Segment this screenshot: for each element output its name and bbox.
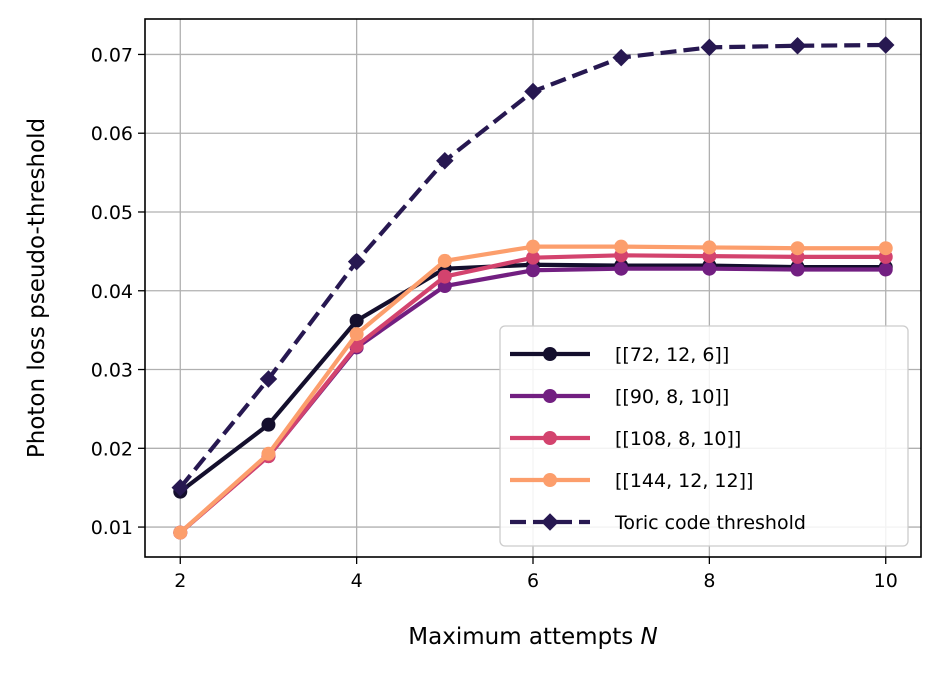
data-point <box>349 313 364 328</box>
legend-item: [[72, 12, 6]] <box>510 344 729 366</box>
x-tick-label: 2 <box>174 570 186 592</box>
legend-label: [[108, 8, 10]] <box>615 428 741 450</box>
data-point <box>614 261 629 276</box>
data-point <box>171 478 190 497</box>
data-point <box>436 152 454 170</box>
legend-marker <box>543 431 557 445</box>
series-3 <box>173 239 893 540</box>
legend-marker <box>543 389 557 403</box>
y-tick-label: 0.05 <box>91 202 133 224</box>
data-point <box>878 241 893 256</box>
legend-marker <box>541 513 559 531</box>
data-point <box>524 82 542 101</box>
x-axis-label: Maximum attempts N <box>408 624 657 650</box>
data-point <box>173 525 188 540</box>
data-point <box>702 261 717 276</box>
data-point <box>526 263 540 278</box>
data-point <box>612 48 630 67</box>
legend-box <box>499 325 909 547</box>
data-point <box>526 250 540 265</box>
x-tick-label: 6 <box>527 570 539 592</box>
data-point <box>876 36 895 54</box>
data-point <box>614 239 629 254</box>
y-tick-label: 0.01 <box>91 517 133 539</box>
x-tick-label: 4 <box>351 570 363 592</box>
data-point <box>349 338 364 353</box>
y-tick-label: 0.06 <box>91 123 133 145</box>
legend-item: [[108, 8, 10]] <box>510 428 741 450</box>
data-point <box>347 252 366 271</box>
y-tick-label: 0.03 <box>91 360 133 382</box>
data-point <box>437 253 452 268</box>
y-tick-label: 0.02 <box>91 438 133 460</box>
legend-label: [[144, 12, 12]] <box>615 470 753 492</box>
y-tick-label: 0.04 <box>91 281 133 303</box>
data-point <box>261 417 276 432</box>
data-point <box>878 262 893 277</box>
legend-marker <box>543 347 557 361</box>
legend-item: Toric code threshold <box>510 512 806 534</box>
x-tick-label: 8 <box>703 570 715 592</box>
data-point <box>790 262 805 277</box>
data-point <box>526 239 540 254</box>
legend-item: [[90, 8, 10]] <box>510 386 729 408</box>
data-point <box>437 269 452 284</box>
data-point <box>700 38 719 57</box>
data-point <box>259 370 278 388</box>
ticks: 2 4 6 8 10 0.01 0.02 0.03 0.04 0.05 0.06 0.07 <box>91 44 898 592</box>
data-point <box>790 241 805 256</box>
data-point <box>702 240 717 255</box>
legend-item: [[144, 12, 12]] <box>510 470 753 492</box>
data-point <box>349 327 364 342</box>
data-point <box>261 446 276 461</box>
y-axis-label: Photon loss pseudo-threshold <box>24 118 50 458</box>
legend: [[72, 12, 6]] [[90, 8, 10]] [[108, 8, 10]]… <box>499 325 909 547</box>
y-tick-label: 0.07 <box>91 44 133 66</box>
legend-label: [[72, 12, 6]] <box>615 344 729 366</box>
series-4 <box>171 36 895 497</box>
series-layer <box>171 36 895 540</box>
legend-marker <box>543 473 557 487</box>
x-tick-label: 10 <box>874 570 898 592</box>
legend-label: Toric code threshold <box>614 512 806 534</box>
legend-label: [[90, 8, 10]] <box>615 386 729 408</box>
data-point <box>788 37 807 55</box>
